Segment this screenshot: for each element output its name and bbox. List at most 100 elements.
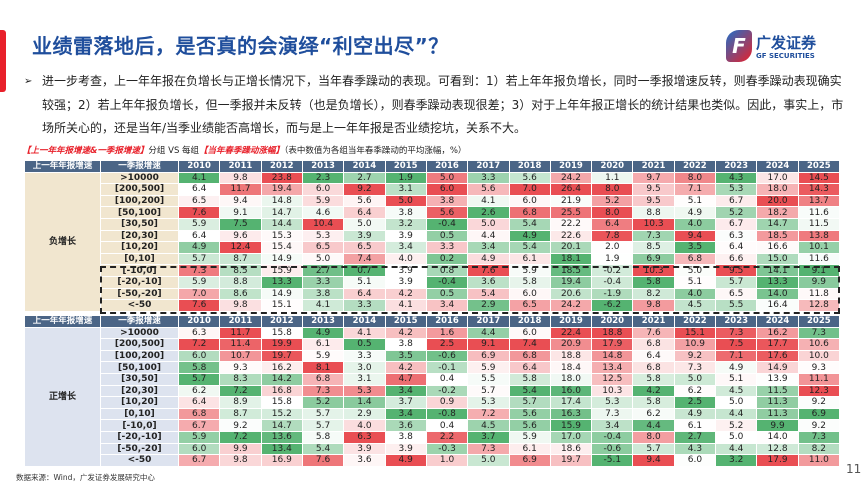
value-cell: 6.1 xyxy=(508,252,551,266)
value-cell: 5.8 xyxy=(508,275,551,289)
value-cell: 22.4 xyxy=(549,326,593,340)
value-cell: 7.6 xyxy=(301,454,345,467)
value-cell: 9.1 xyxy=(219,206,262,219)
value-cell: 18.0 xyxy=(756,183,799,196)
gf-securities-logo: F 广发证券 GF SECURITIES xyxy=(726,30,836,70)
value-cell: 4.4 xyxy=(715,407,758,421)
value-cell: 9.1 xyxy=(797,264,841,277)
value-cell: 3.0 xyxy=(343,361,386,374)
value-cell: 6.0 xyxy=(301,183,345,196)
value-cell: 8.9 xyxy=(219,396,262,409)
value-cell: 0.7 xyxy=(343,264,386,277)
value-cell: -0.2 xyxy=(425,384,469,398)
value-cell: 9.8 xyxy=(219,171,262,185)
page-number: 11 xyxy=(846,462,862,476)
value-cell: 9.2 xyxy=(343,183,386,196)
value-cell: 16.4 xyxy=(756,299,799,312)
value-cell: 19.4 xyxy=(549,275,593,289)
value-cell: 6.6 xyxy=(715,252,758,266)
value-cell: 14.9 xyxy=(260,252,303,266)
value-cell: 8.8 xyxy=(219,275,262,289)
value-cell: 9.7 xyxy=(632,171,675,185)
year-header: 2014 xyxy=(343,315,386,328)
value-cell: 6.1 xyxy=(301,338,345,351)
value-cell: 6.8 xyxy=(508,206,551,219)
value-cell: 5.0 xyxy=(673,264,717,277)
value-cell: 17.9 xyxy=(756,454,799,467)
value-cell: 13.7 xyxy=(797,194,841,208)
value-cell: 3.6 xyxy=(467,275,510,289)
value-cell: 3.3 xyxy=(343,349,386,363)
value-cell: 6.2 xyxy=(673,384,717,398)
value-cell: 18.6 xyxy=(549,442,593,456)
value-cell: 19.7 xyxy=(549,454,593,467)
value-cell: 14.1 xyxy=(756,264,799,277)
year-header: 2024 xyxy=(756,160,799,173)
value-cell: 3.8 xyxy=(384,430,427,444)
table-row: [100,200] 6.5 9.4 14.8 5.9 5.6 5.0 3.8 4.1 6.0 21.… xyxy=(25,194,841,208)
row-label: [-10,0] xyxy=(100,419,179,432)
value-cell: 5.9 xyxy=(508,264,551,277)
value-cell: 2.6 xyxy=(467,206,510,219)
value-cell: 4.2 xyxy=(632,384,675,398)
value-cell: -0.6 xyxy=(591,442,634,456)
value-cell: 13.3 xyxy=(756,275,799,289)
value-cell: 9.3 xyxy=(219,361,262,374)
value-cell: 5.5 xyxy=(467,372,510,386)
row-label: [20,30] xyxy=(100,384,179,398)
value-cell: 14.7 xyxy=(260,419,303,432)
value-cell: 6.8 xyxy=(632,338,675,351)
table-row: [-50,-20] 7.0 8.6 14.9 3.8 6.4 4.2 0.5 5.4 6.0 20.… xyxy=(25,287,841,301)
value-cell: 18.5 xyxy=(549,264,593,277)
group-label: 正增长 xyxy=(24,326,101,467)
value-cell: 2.7 xyxy=(343,171,386,185)
value-cell: 13.6 xyxy=(260,430,303,444)
value-cell: 2.7 xyxy=(301,264,345,277)
value-cell: 3.4 xyxy=(425,299,469,312)
value-cell: 2.9 xyxy=(343,407,386,421)
value-cell: 12.8 xyxy=(756,442,799,456)
value-cell: 4.5 xyxy=(715,384,758,398)
value-cell: 6.0 xyxy=(673,454,717,467)
value-cell: 8.7 xyxy=(219,407,262,421)
value-cell: 6.1 xyxy=(508,442,551,456)
value-cell: 5.8 xyxy=(301,430,345,444)
value-cell: 5.9 xyxy=(177,275,221,289)
value-cell: 19.9 xyxy=(260,338,303,351)
value-cell: 9.4 xyxy=(673,229,717,243)
value-cell: 2.2 xyxy=(425,430,469,444)
value-cell: 1.0 xyxy=(425,454,469,467)
value-cell: 9.8 xyxy=(632,299,675,312)
value-cell: 8.8 xyxy=(632,206,675,219)
value-cell: 6.3 xyxy=(343,430,386,444)
value-cell: 17.0 xyxy=(549,430,593,444)
value-cell: 9.9 xyxy=(797,275,841,289)
value-cell: 4.1 xyxy=(301,299,345,312)
value-cell: 11.6 xyxy=(797,252,841,266)
value-cell: 23.8 xyxy=(260,171,303,185)
value-cell: 5.0 xyxy=(467,454,510,467)
value-cell: 3.3 xyxy=(343,299,386,312)
row-label: <-50 xyxy=(100,299,179,312)
table-row: [-50,-20] 6.0 9.9 13.4 5.4 3.9 3.9 -0.3 7.3 6.1 18… xyxy=(25,442,841,456)
value-cell: 4.9 xyxy=(384,454,427,467)
value-cell: 6.4 xyxy=(343,287,386,301)
value-cell: 2.7 xyxy=(673,430,717,444)
value-cell: 15.9 xyxy=(549,419,593,432)
accent-bar xyxy=(0,30,6,92)
value-cell: 9.5 xyxy=(632,183,675,196)
value-cell: 5.9 xyxy=(301,194,345,208)
page-title: 业绩雷落地后，是否真的会演绎“利空出尽”？ xyxy=(32,34,449,58)
value-cell: 10.4 xyxy=(301,217,345,231)
table-row: [200,500] 7.2 11.4 19.9 6.1 0.5 3.8 2.5 9.1 7.4 20… xyxy=(25,338,841,351)
row-label: [200,500] xyxy=(100,183,179,196)
value-cell: 16.9 xyxy=(260,454,303,467)
year-header: 2021 xyxy=(632,315,675,328)
value-cell: 11.7 xyxy=(219,326,262,340)
value-cell: 5.0 xyxy=(301,252,345,266)
value-cell: 5.0 xyxy=(425,171,469,185)
table-row: 负增长 >10000 4.1 9.8 23.8 2.3 2.7 1.9 5.0 3.3 5.6 24.… xyxy=(24,171,841,312)
value-cell: 11.6 xyxy=(797,206,841,219)
value-cell: 7.4 xyxy=(343,252,386,266)
value-cell: 5.9 xyxy=(177,217,221,231)
